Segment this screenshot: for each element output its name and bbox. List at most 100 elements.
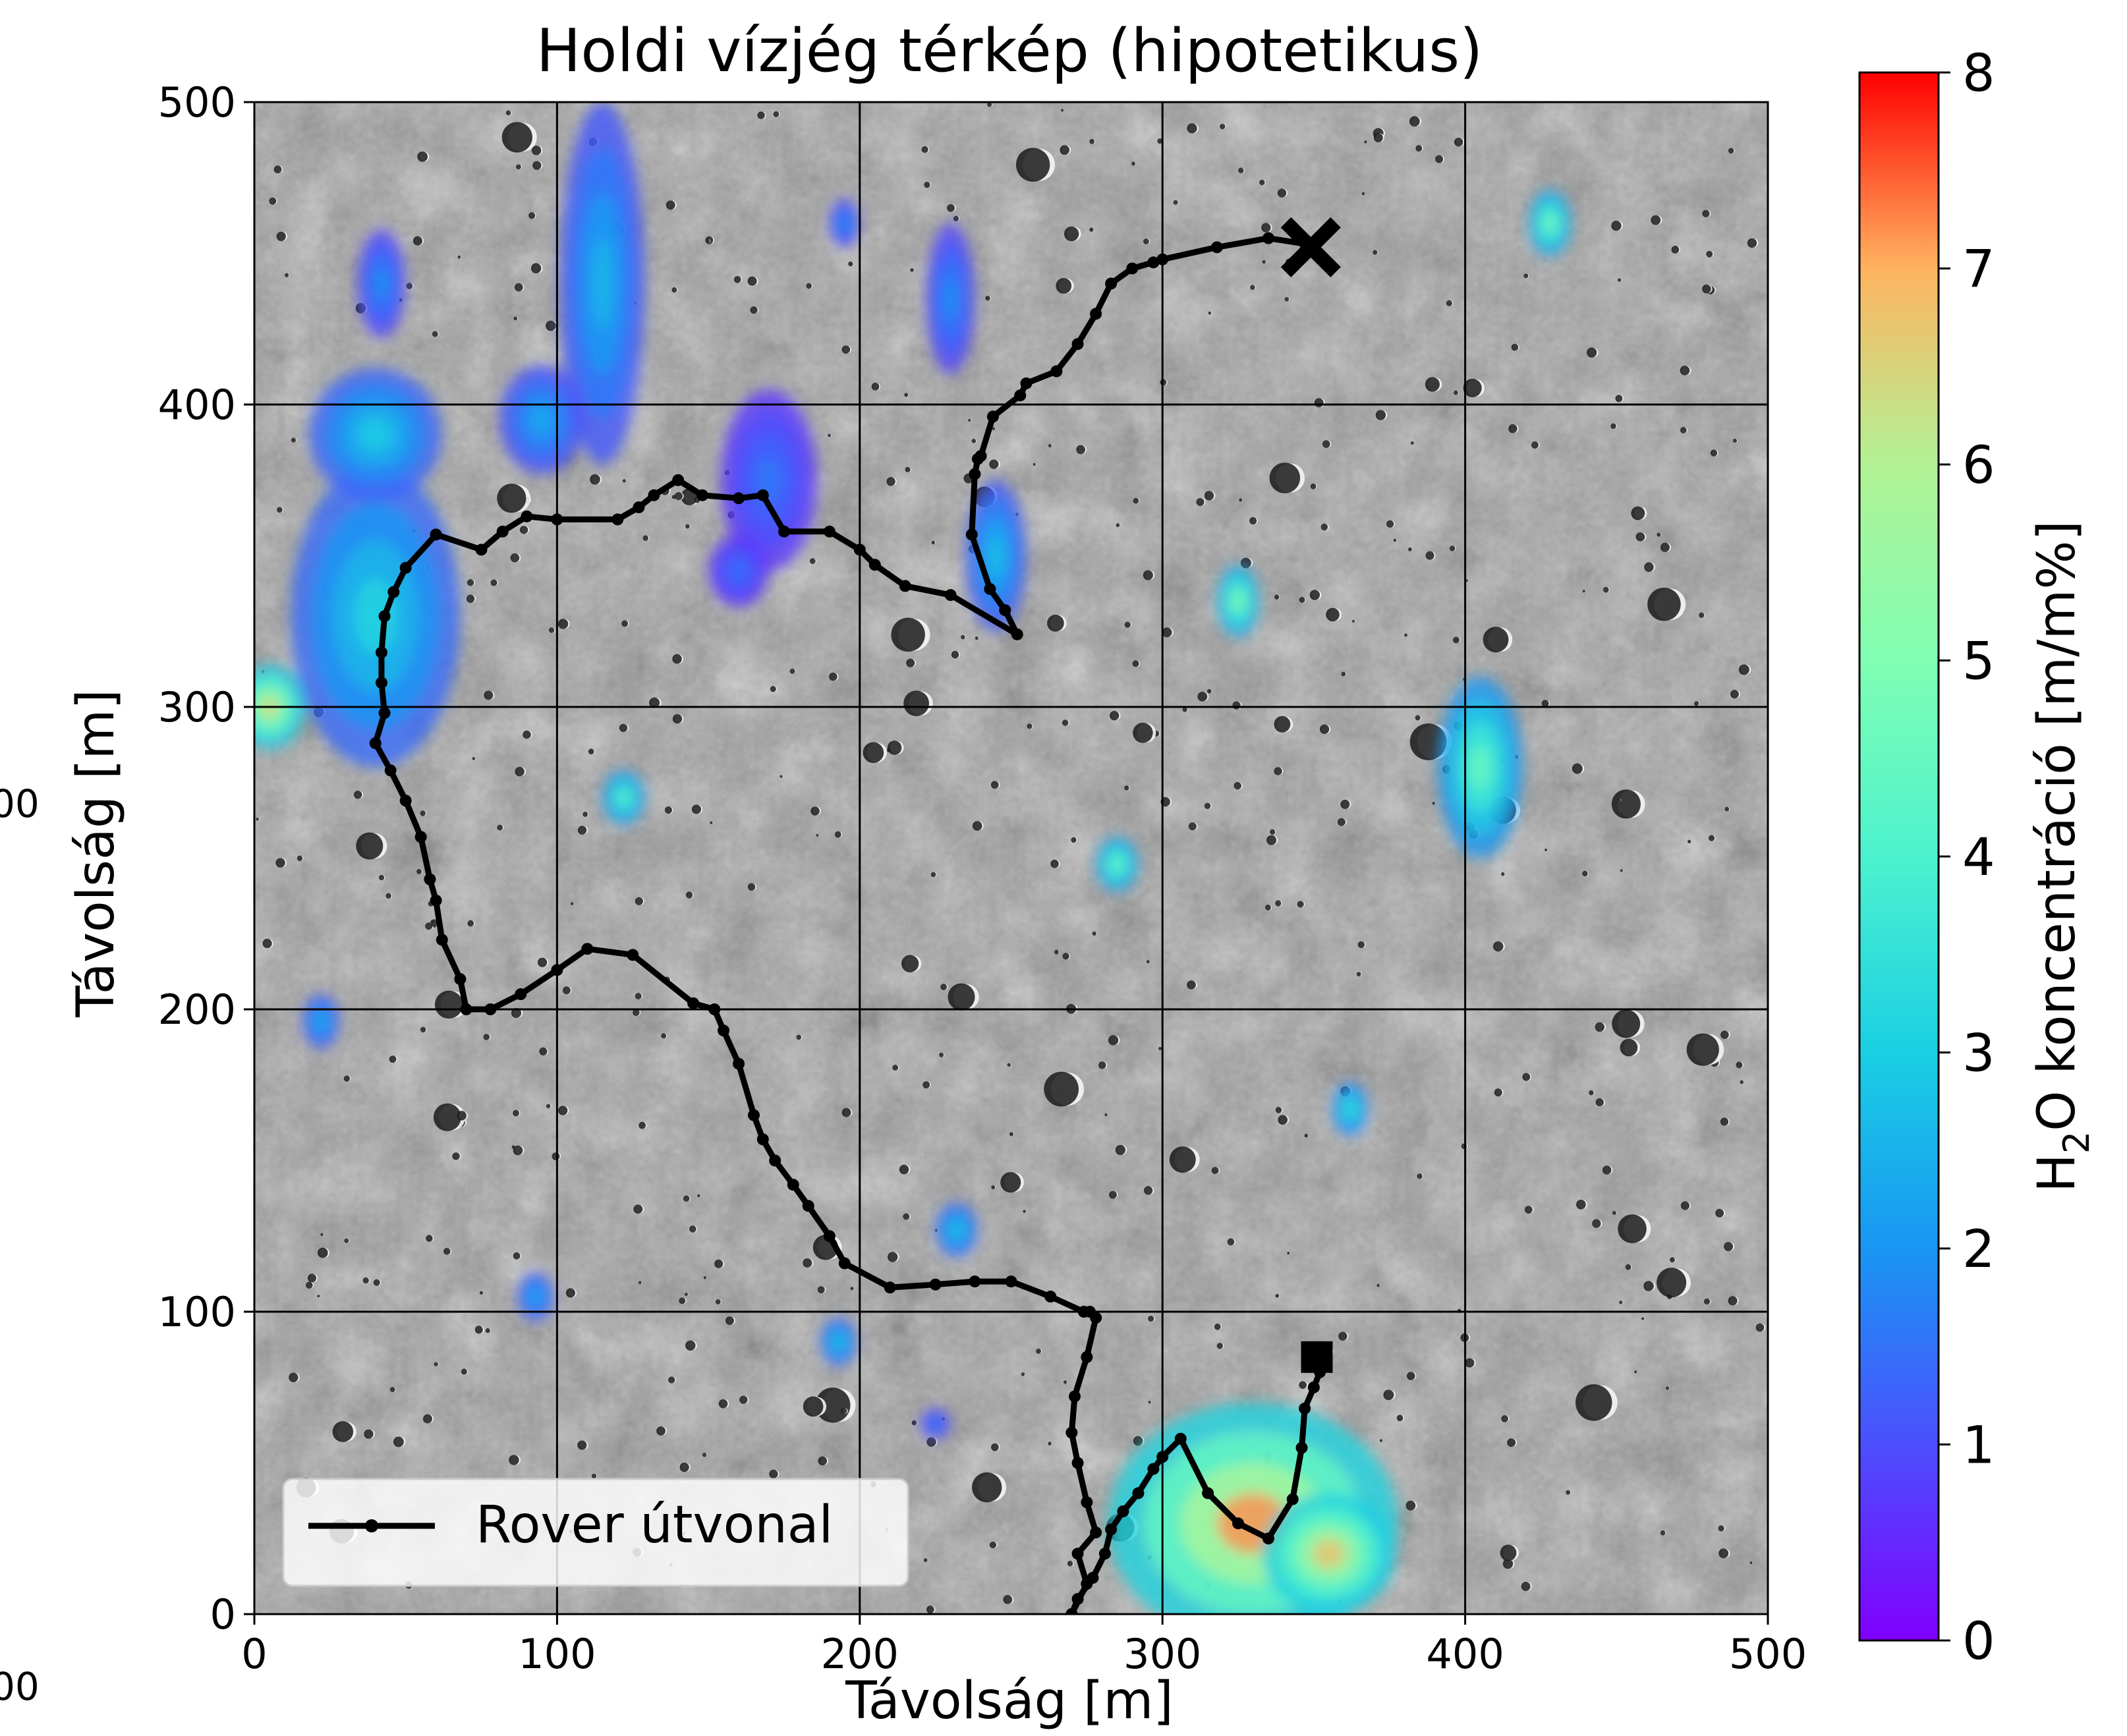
- crater: [1709, 835, 1715, 841]
- crater: [1310, 483, 1317, 490]
- ice-deposit: [731, 561, 747, 580]
- route-point: [748, 1109, 760, 1121]
- crater: [1274, 767, 1282, 775]
- crater: [635, 993, 642, 999]
- crater: [1612, 1211, 1616, 1215]
- crater: [903, 690, 929, 717]
- crater: [972, 821, 982, 831]
- crater: [834, 831, 841, 838]
- route-point: [1262, 1532, 1274, 1545]
- crater: [1432, 802, 1435, 805]
- crater: [1148, 1315, 1154, 1322]
- crater: [1297, 901, 1304, 908]
- crater: [1062, 953, 1069, 960]
- crater: [1728, 148, 1734, 154]
- crater: [479, 1291, 484, 1295]
- crater: [1634, 1370, 1637, 1374]
- crater: [1425, 551, 1434, 560]
- clipped-label-upper: 00: [0, 781, 40, 826]
- route-point: [1098, 1548, 1111, 1560]
- route-point: [551, 964, 563, 976]
- route-point: [1105, 277, 1118, 290]
- route-point: [1081, 1351, 1093, 1363]
- ice-deposit: [1469, 744, 1491, 791]
- crater: [565, 1288, 576, 1298]
- crater: [951, 650, 959, 659]
- crater: [1124, 785, 1129, 791]
- crater: [425, 922, 433, 930]
- crater: [665, 806, 672, 814]
- crater: [412, 236, 422, 246]
- crater: [725, 1316, 734, 1326]
- crater: [1724, 1242, 1734, 1251]
- crater: [343, 1075, 351, 1082]
- crater: [1338, 1331, 1347, 1341]
- crater: [1262, 260, 1266, 264]
- route-point: [1077, 1306, 1090, 1318]
- crater: [1415, 715, 1421, 721]
- crater: [1376, 1283, 1380, 1287]
- crater: [549, 627, 555, 633]
- chart-title: Holdi vízjég térkép (hipotetikus): [536, 16, 1483, 86]
- crater: [1618, 278, 1622, 282]
- crater: [638, 1281, 642, 1285]
- crater: [1755, 1323, 1765, 1332]
- ice-deposit: [375, 269, 388, 298]
- crater: [661, 1033, 667, 1039]
- route-point: [1005, 1275, 1017, 1288]
- crater: [389, 1055, 397, 1063]
- crater: [1211, 1167, 1219, 1174]
- crater: [297, 855, 303, 862]
- ice-deposit: [988, 536, 1004, 575]
- crater: [803, 1258, 812, 1268]
- crater: [1454, 138, 1463, 147]
- crater: [1710, 449, 1718, 457]
- crater: [1465, 1358, 1475, 1368]
- crater: [1232, 701, 1241, 710]
- crater: [285, 273, 289, 277]
- crater: [1299, 596, 1305, 603]
- crater: [1124, 621, 1131, 628]
- crater: [474, 1326, 483, 1334]
- ice-deposit: [354, 578, 397, 654]
- crater: [1270, 829, 1276, 835]
- crater: [1524, 1206, 1533, 1214]
- crater: [1619, 1301, 1623, 1304]
- crater: [1266, 835, 1277, 845]
- crater: [1056, 278, 1072, 294]
- colorbar-label-subscript: 2: [2056, 1131, 2097, 1154]
- crater: [457, 1111, 467, 1121]
- colorbar-ticks: 0 1 2 3 4 5 6 7 8: [1939, 44, 1995, 1671]
- crater: [1582, 870, 1588, 877]
- route-point: [454, 973, 467, 986]
- route-point: [475, 544, 488, 556]
- crater: [1000, 1172, 1021, 1193]
- crater: [1680, 427, 1687, 434]
- crater: [1720, 1030, 1729, 1040]
- route-point: [1090, 308, 1102, 320]
- y-tick-label: 200: [158, 986, 236, 1034]
- route-point: [969, 468, 981, 480]
- crater: [318, 1247, 328, 1258]
- crater: [1511, 343, 1519, 351]
- y-axis-ticks: 0 100 200 300 400 500: [158, 78, 254, 1638]
- route-point: [627, 949, 639, 961]
- crater: [1304, 1133, 1309, 1138]
- crater: [947, 204, 955, 212]
- crater: [633, 1204, 643, 1214]
- crater: [1625, 1264, 1631, 1270]
- crater: [344, 1238, 349, 1243]
- ice-deposits: [254, 102, 1572, 1614]
- ice-deposit: [1233, 592, 1244, 611]
- crater: [483, 1034, 490, 1040]
- route-point: [414, 831, 427, 843]
- crater: [513, 316, 518, 321]
- crater: [1589, 1090, 1594, 1096]
- crater: [1287, 1252, 1290, 1255]
- crater: [685, 524, 690, 529]
- route-point: [1156, 253, 1169, 266]
- crater: [1050, 859, 1059, 868]
- crater: [1067, 1561, 1073, 1567]
- crater: [513, 1252, 521, 1260]
- crater: [1326, 607, 1340, 622]
